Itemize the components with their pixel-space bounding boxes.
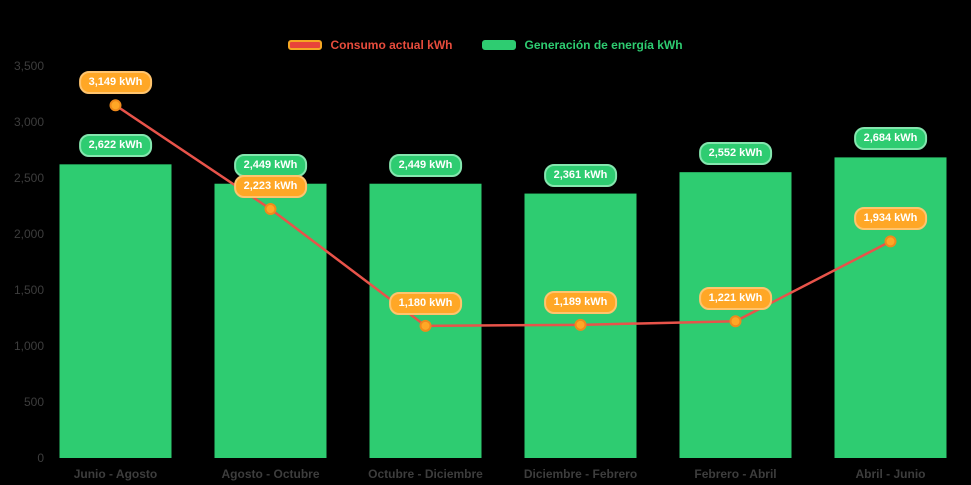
consumption-value-badge: 1,180 kWh [388,291,463,315]
y-axis-tick-label: 3,500 [14,59,44,73]
generation-value-badge: 2,684 kWh [853,127,928,151]
legend-swatch-consumo-icon [288,40,323,50]
generation-bar[interactable] [679,172,792,458]
consumption-point[interactable] [884,235,897,248]
y-axis-tick-label: 0 [37,451,44,465]
x-axis-category-label: Agosto - Octubre [222,467,320,481]
y-axis-tick-label: 2,500 [14,171,44,185]
generation-value-badge: 2,622 kWh [78,134,153,158]
generation-value-badge: 2,552 kWh [698,142,773,166]
x-axis-category-label: Diciembre - Febrero [524,467,637,481]
generation-value-badge: 2,449 kWh [388,153,463,177]
generation-value-badge: 2,449 kWh [233,153,308,177]
x-axis-category-label: Octubre - Diciembre [368,467,483,481]
legend: Consumo actual kWh Generación de energía… [0,38,971,52]
legend-label-generacion: Generación de energía kWh [524,38,683,52]
consumption-point[interactable] [419,319,432,332]
consumption-point[interactable] [729,315,742,328]
x-axis-category-label: Abril - Junio [856,467,926,481]
y-axis-tick-label: 1,500 [14,283,44,297]
consumption-point[interactable] [264,203,277,216]
y-axis-tick-label: 1,000 [14,339,44,353]
y-axis-tick-label: 500 [24,395,44,409]
generation-bar[interactable] [59,164,172,458]
legend-label-consumo: Consumo actual kWh [330,38,453,52]
consumption-value-badge: 1,934 kWh [853,207,928,231]
y-axis-tick-label: 3,000 [14,115,44,129]
consumption-value-badge: 1,189 kWh [543,290,618,314]
consumption-point[interactable] [574,318,587,331]
consumption-value-badge: 1,221 kWh [698,287,773,311]
generation-bar[interactable] [214,183,327,458]
consumption-point[interactable] [109,99,122,112]
generation-value-badge: 2,361 kWh [543,163,618,187]
x-axis-category-label: Junio - Agosto [74,467,158,481]
legend-item-generacion[interactable]: Generación de energía kWh [482,38,683,52]
generation-bar[interactable] [834,157,947,458]
y-axis-tick-label: 2,000 [14,227,44,241]
legend-swatch-generacion-icon [482,40,517,50]
consumption-value-badge: 3,149 kWh [78,71,153,95]
x-axis-category-label: Febrero - Abril [694,467,776,481]
legend-item-consumo[interactable]: Consumo actual kWh [288,38,452,52]
consumption-value-badge: 2,223 kWh [233,175,308,199]
